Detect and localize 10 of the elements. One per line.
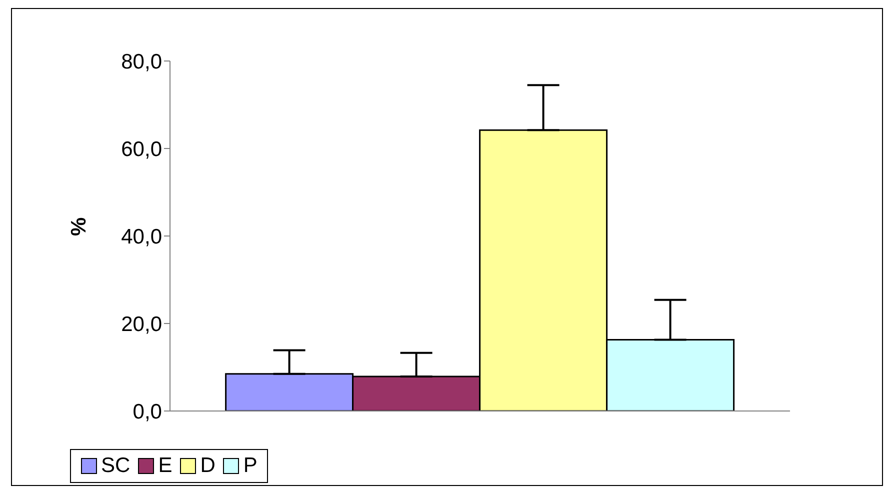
y-tick-label: 80,0 — [121, 50, 162, 74]
legend-label: E — [157, 454, 172, 478]
legend-label: P — [242, 454, 258, 478]
y-tick-label: 40,0 — [121, 225, 162, 248]
y-tick-label: 0,0 — [132, 400, 162, 424]
y-tick-label: 20,0 — [121, 312, 162, 336]
legend-label: SC — [100, 454, 130, 478]
y-axis-title: % — [67, 217, 90, 236]
legend-label: D — [199, 454, 216, 478]
y-tick-label: 60,0 — [121, 138, 162, 161]
